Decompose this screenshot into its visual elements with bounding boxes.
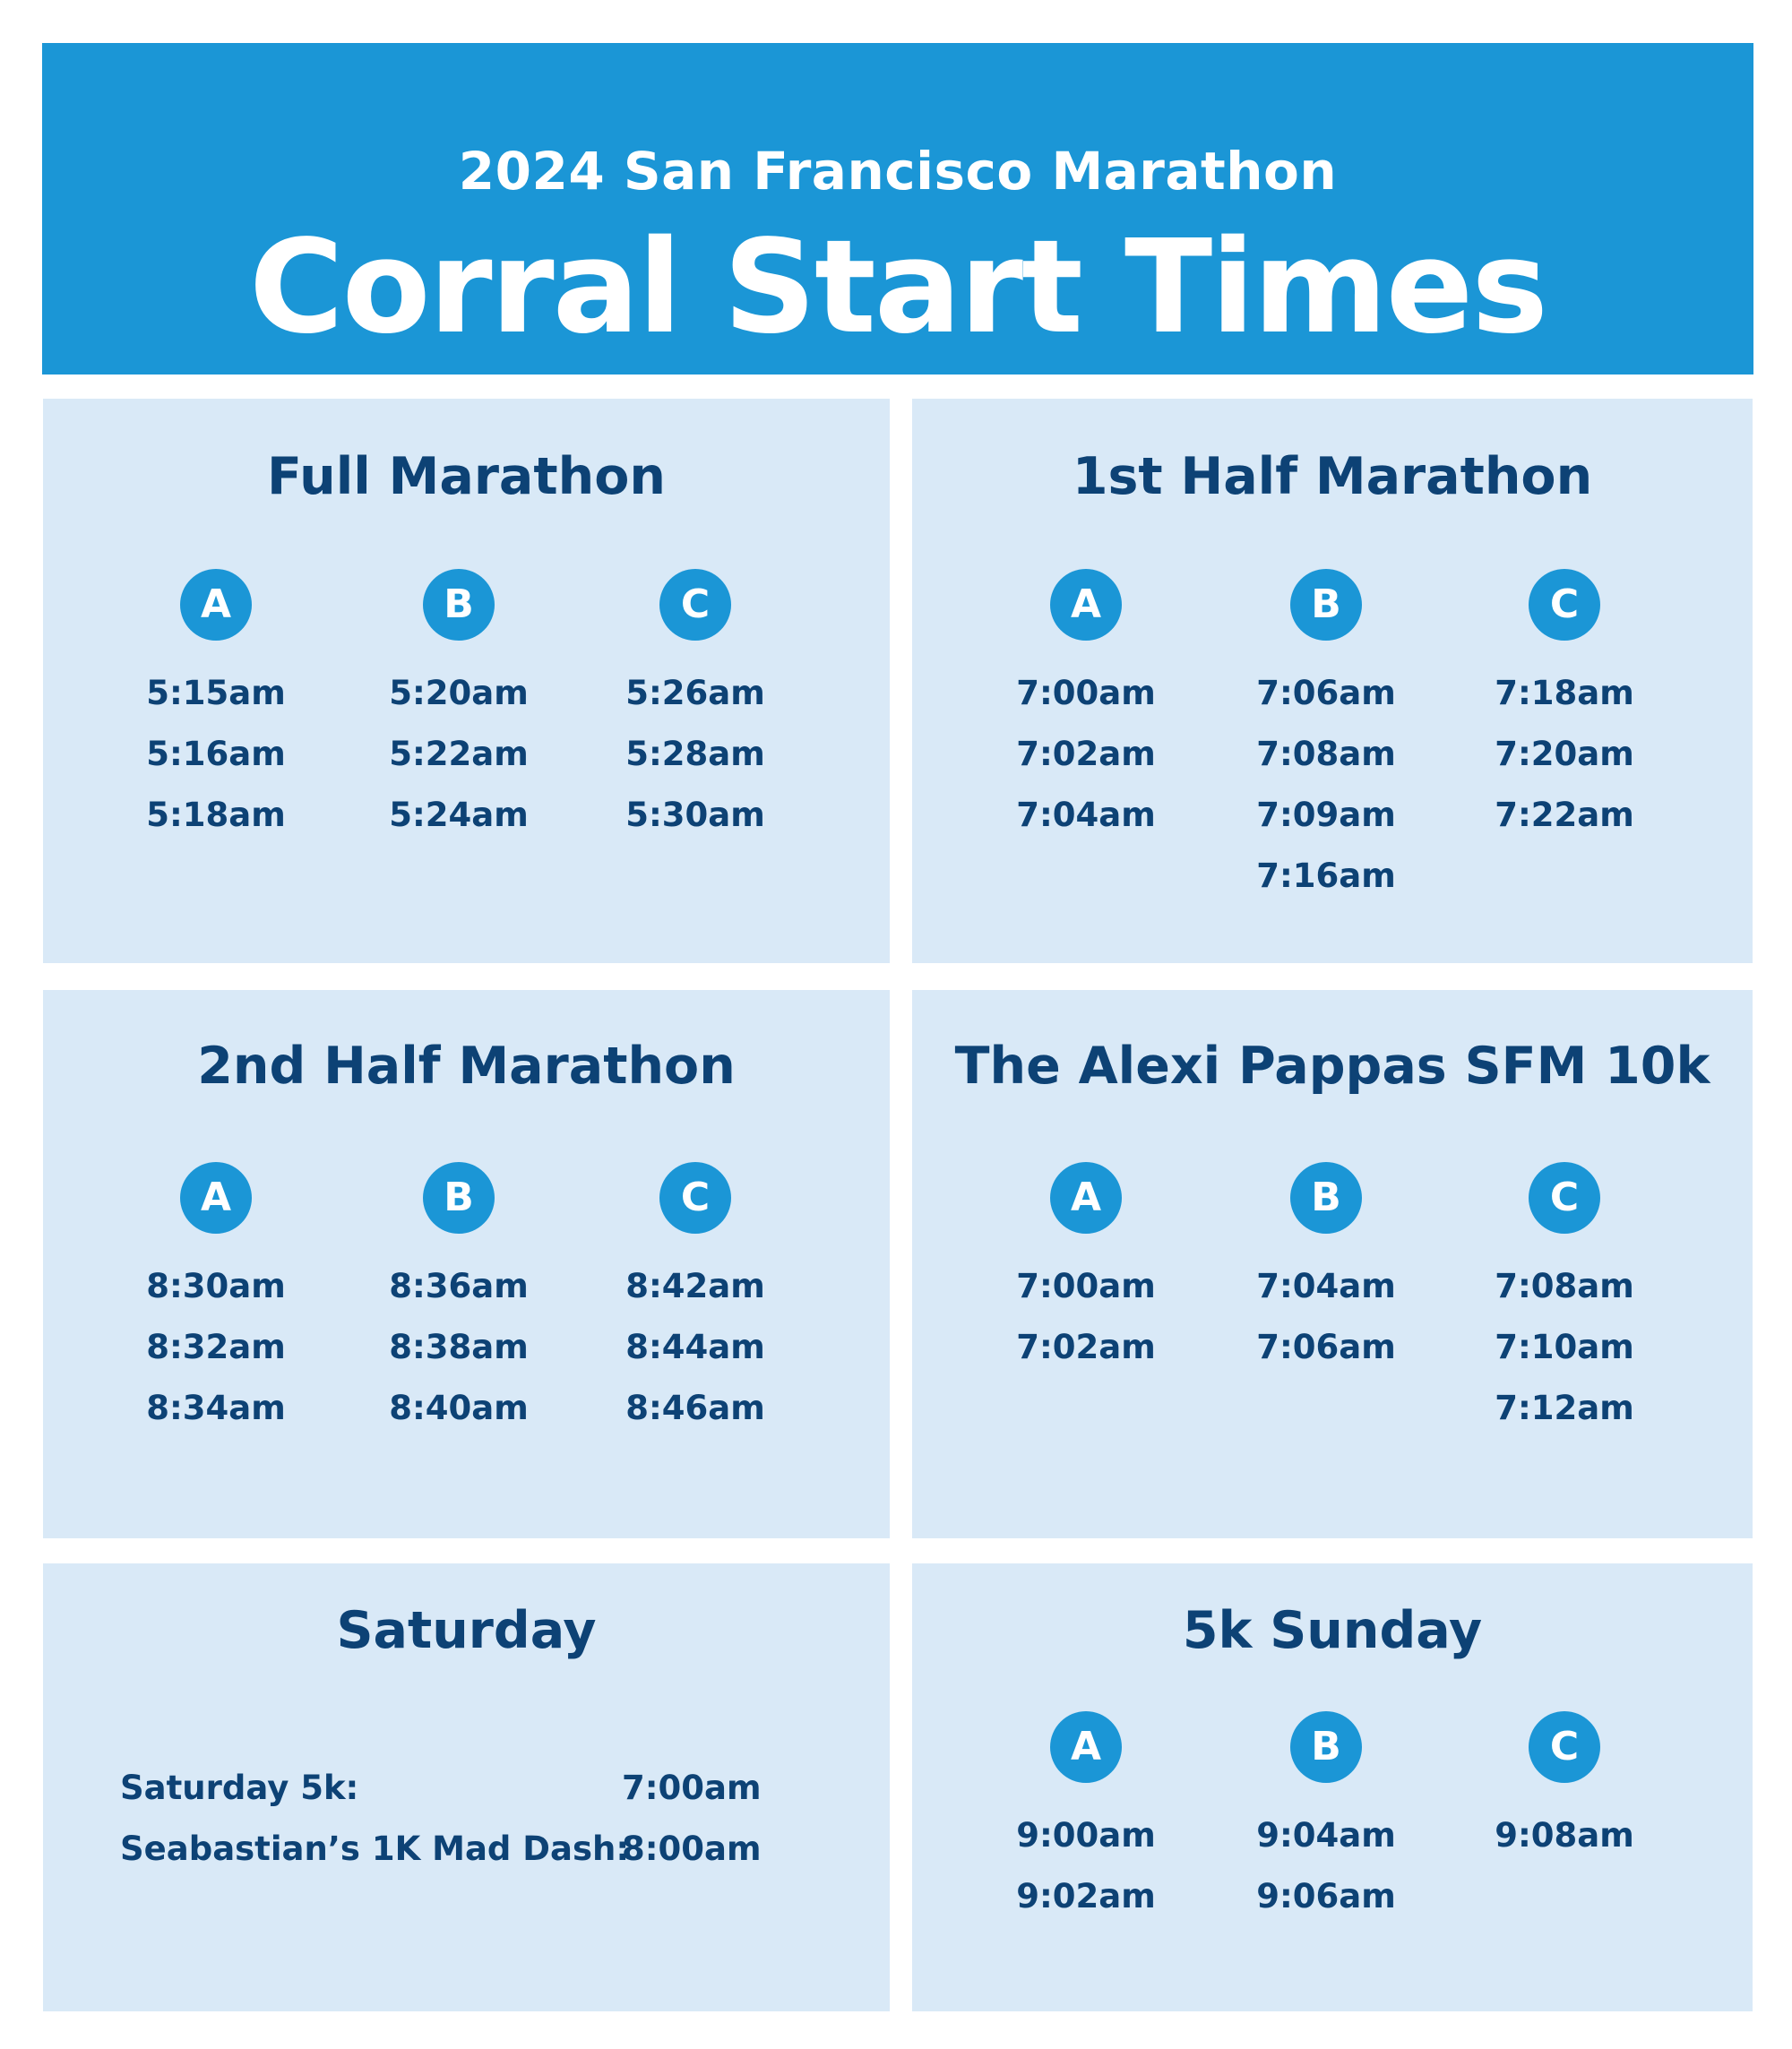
corral-c: C 7:08am 7:10am 7:12am	[1466, 1162, 1663, 1439]
corral-badge: B	[1290, 569, 1362, 641]
corral-badge: B	[1290, 1162, 1362, 1234]
start-time: 9:08am	[1495, 1816, 1634, 1855]
start-time: 7:04am	[1256, 1267, 1396, 1305]
corral-c: C 9:08am	[1466, 1711, 1663, 1866]
start-time: 8:36am	[389, 1267, 529, 1305]
start-time: 5:15am	[146, 674, 286, 712]
saturday-event-row: Seabastian’s 1K Mad Dash: 8:00am	[43, 1819, 890, 1880]
corral-a: A 7:00am 7:02am 7:04am	[987, 569, 1185, 846]
start-time: 5:16am	[146, 735, 286, 773]
corral-badge: A	[1050, 1711, 1122, 1783]
start-time: 7:06am	[1256, 674, 1396, 712]
corral-b: B 7:04am 7:06am	[1228, 1162, 1425, 1378]
start-time: 8:38am	[389, 1328, 529, 1366]
corral-badge: C	[659, 569, 731, 641]
corral-b: B 5:20am 5:22am 5:24am	[360, 569, 557, 846]
corral-badge: A	[180, 1162, 252, 1234]
corral-badge: B	[1290, 1711, 1362, 1783]
start-time: 8:46am	[625, 1389, 765, 1427]
corral-b: B 9:04am 9:06am	[1228, 1711, 1425, 1927]
start-time: 7:04am	[1016, 796, 1156, 834]
corral-a: A 5:15am 5:16am 5:18am	[117, 569, 314, 846]
panel-title: Full Marathon	[267, 447, 666, 506]
start-time: 5:30am	[625, 796, 765, 834]
panel-title: 5k Sunday	[1182, 1601, 1483, 1660]
start-time: 9:00am	[1016, 1816, 1156, 1855]
panel-ten-k: The Alexi Pappas SFM 10k A 7:00am 7:02am…	[912, 990, 1753, 1538]
saturday-event-row: Saturday 5k: 7:00am	[43, 1758, 890, 1819]
panel-full-marathon: Full Marathon A 5:15am 5:16am 5:18am B 5…	[43, 399, 890, 963]
panel-second-half-marathon: 2nd Half Marathon A 8:30am 8:32am 8:34am…	[43, 990, 890, 1538]
corral-badge: A	[1050, 1162, 1122, 1234]
start-time: 5:18am	[146, 796, 286, 834]
corral-badge: C	[1529, 569, 1600, 641]
start-time: 8:42am	[625, 1267, 765, 1305]
corral-c: C 5:26am 5:28am 5:30am	[597, 569, 794, 846]
start-time: 8:44am	[625, 1328, 765, 1366]
start-time: 5:24am	[389, 796, 529, 834]
start-time: 8:34am	[146, 1389, 286, 1427]
corral-badge: C	[659, 1162, 731, 1234]
start-time: 7:20am	[1495, 735, 1634, 773]
header-banner: 2024 San Francisco Marathon Corral Start…	[42, 43, 1753, 375]
panel-five-k-sunday: 5k Sunday A 9:00am 9:02am B 9:04am 9:06a…	[912, 1563, 1753, 2011]
start-time: 9:02am	[1016, 1877, 1156, 1916]
start-time: 7:16am	[1256, 857, 1396, 895]
start-time: 5:26am	[625, 674, 765, 712]
start-time: 5:20am	[389, 674, 529, 712]
corral-badge: C	[1529, 1711, 1600, 1783]
corral-badge: A	[1050, 569, 1122, 641]
corral-badge: A	[180, 569, 252, 641]
start-time: 7:08am	[1256, 735, 1396, 773]
start-time: 7:06am	[1256, 1328, 1396, 1366]
corral-badge: B	[423, 569, 495, 641]
page-title: Corral Start Times	[248, 211, 1548, 362]
start-time: 7:00am	[1016, 674, 1156, 712]
corral-c: C 8:42am 8:44am 8:46am	[597, 1162, 794, 1439]
panel-title: 1st Half Marathon	[1072, 447, 1593, 506]
panel-title: Saturday	[336, 1601, 597, 1660]
start-time: 7:08am	[1495, 1267, 1634, 1305]
panel-first-half-marathon: 1st Half Marathon A 7:00am 7:02am 7:04am…	[912, 399, 1753, 963]
start-time: 8:30am	[146, 1267, 286, 1305]
start-time: 7:02am	[1016, 1328, 1156, 1366]
start-time: 9:06am	[1256, 1877, 1396, 1916]
start-time: 7:22am	[1495, 796, 1634, 834]
start-time: 7:00am	[1016, 1267, 1156, 1305]
event-label: Saturday 5k:	[120, 1769, 359, 1807]
start-time: 9:04am	[1256, 1816, 1396, 1855]
start-time: 7:18am	[1495, 674, 1634, 712]
start-time: 8:32am	[146, 1328, 286, 1366]
corral-a: A 7:00am 7:02am	[987, 1162, 1185, 1378]
start-time: 8:40am	[389, 1389, 529, 1427]
start-time: 5:28am	[625, 735, 765, 773]
corral-b: B 8:36am 8:38am 8:40am	[360, 1162, 557, 1439]
start-time: 7:02am	[1016, 735, 1156, 773]
event-time: 7:00am	[622, 1769, 762, 1807]
start-time: 7:09am	[1256, 796, 1396, 834]
panel-title: 2nd Half Marathon	[197, 1037, 736, 1096]
event-subtitle: 2024 San Francisco Marathon	[458, 141, 1338, 202]
corral-c: C 7:18am 7:20am 7:22am	[1466, 569, 1663, 846]
corral-badge: C	[1529, 1162, 1600, 1234]
corral-b: B 7:06am 7:08am 7:09am 7:16am	[1228, 569, 1425, 907]
event-label: Seabastian’s 1K Mad Dash:	[120, 1829, 630, 1868]
corral-a: A 8:30am 8:32am 8:34am	[117, 1162, 314, 1439]
start-time: 5:22am	[389, 735, 529, 773]
panel-title: The Alexi Pappas SFM 10k	[954, 1037, 1710, 1096]
panel-saturday: Saturday Saturday 5k: 7:00am Seabastian’…	[43, 1563, 890, 2011]
start-time: 7:10am	[1495, 1328, 1634, 1366]
corral-badge: B	[423, 1162, 495, 1234]
corral-a: A 9:00am 9:02am	[987, 1711, 1185, 1927]
start-time: 7:12am	[1495, 1389, 1634, 1427]
event-time: 8:00am	[622, 1829, 762, 1868]
